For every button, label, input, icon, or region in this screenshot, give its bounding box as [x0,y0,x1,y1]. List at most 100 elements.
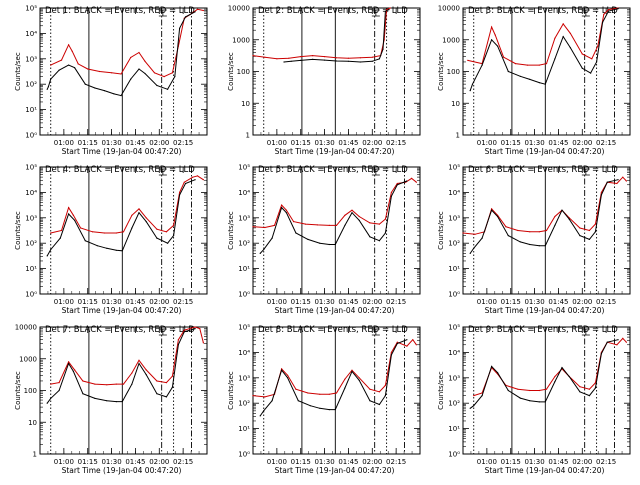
data-point [68,44,70,46]
y-tick-label: 10⁴ [448,349,460,357]
x-tick-label: 02:00 [362,458,382,466]
x-tick-label: 01:30 [524,139,544,147]
data-point [167,88,169,90]
data-point [616,344,618,346]
data-point [194,326,196,328]
data-point [386,9,388,11]
data-point [396,341,398,343]
data-point [389,7,391,9]
data-point [96,245,98,247]
data-point [145,221,147,223]
y-tick-label: 10² [448,400,460,408]
x-tick-label: 01:45 [125,139,145,147]
data-point [603,13,605,15]
series-line-events-det-7 [46,328,196,404]
data-point [115,401,117,403]
data-point [121,250,123,252]
data-point [307,392,309,394]
y-tick-label: 10⁰ [25,132,37,140]
data-point [390,354,392,356]
plot-frame [252,166,421,295]
data-point [263,410,265,412]
x-tick-label: 01:15 [501,298,521,306]
data-point [607,9,610,11]
data-point [390,195,392,197]
data-point [594,231,597,233]
data-point [50,249,52,251]
data-point [371,56,373,58]
data-point [351,212,353,214]
data-point [156,393,158,395]
data-point [554,381,556,383]
data-point [202,179,204,181]
data-point [526,64,529,66]
data-point [529,78,531,80]
data-point [538,389,540,392]
data-point [481,395,483,397]
data-point [115,249,117,251]
data-point [358,379,360,381]
data-point [271,237,273,239]
data-point [82,380,84,382]
data-point [351,370,353,372]
data-point [68,213,70,215]
data-point [138,212,140,214]
series-line-events-det-5 [259,180,408,254]
y-tick-label: 1 [246,132,250,140]
x-tick-label: 01:00 [267,139,287,147]
bracket-glyph [581,168,590,176]
data-point [545,63,548,65]
y-tick-label: 10⁰ [238,291,250,299]
data-point [47,86,50,88]
data-point [121,401,123,403]
series-line-lld-det-3 [467,7,619,66]
data-point [94,397,96,399]
series-line-events-det-6 [469,179,619,254]
data-point [538,82,540,84]
data-point [153,72,156,74]
data-point [202,342,204,344]
x-tick-label: 01:45 [338,458,358,466]
data-point [50,232,52,234]
data-point [106,400,108,402]
data-point [625,341,628,343]
data-point [138,362,140,365]
y-tick-label: 10² [238,240,250,248]
data-point [87,68,89,70]
x-tick-label: 02:15 [173,298,193,306]
data-point [307,238,309,240]
data-point [184,182,187,185]
data-point [358,377,360,379]
y-tick-label: 10³ [238,214,250,222]
data-point [202,9,204,12]
x-tick-label: 01:45 [338,298,358,306]
data-point [74,369,76,371]
bracket-glyph [371,9,380,17]
data-point [369,222,371,224]
data-point [156,380,158,382]
data-point [179,27,181,29]
data-point [281,207,283,209]
data-point [335,224,338,226]
data-point [473,395,475,397]
x-axis-label: Start Time (19-Jan-04 00:47:20) [62,306,182,315]
y-tick-label: 10¹ [238,425,250,433]
x-tick-label: 01:00 [477,139,497,147]
data-point [177,343,179,346]
data-point [491,209,493,211]
x-tick-label: 02:15 [173,139,193,147]
panel-det-6: Det 6: BLACK = Events, RED = LLD 10⁰ 10¹ 10… [437,164,631,315]
data-point [491,39,493,41]
data-point [183,181,185,183]
data-point [507,389,509,392]
x-axis-label: Start Time (19-Jan-04 00:47:20) [62,147,182,156]
data-point [264,396,266,398]
data-point [91,231,94,233]
data-point [529,389,531,392]
data-point [561,209,563,211]
data-point [167,242,169,244]
data-point [469,252,471,254]
series-line-lld-det-6 [462,176,627,235]
plot-frame [252,7,421,136]
